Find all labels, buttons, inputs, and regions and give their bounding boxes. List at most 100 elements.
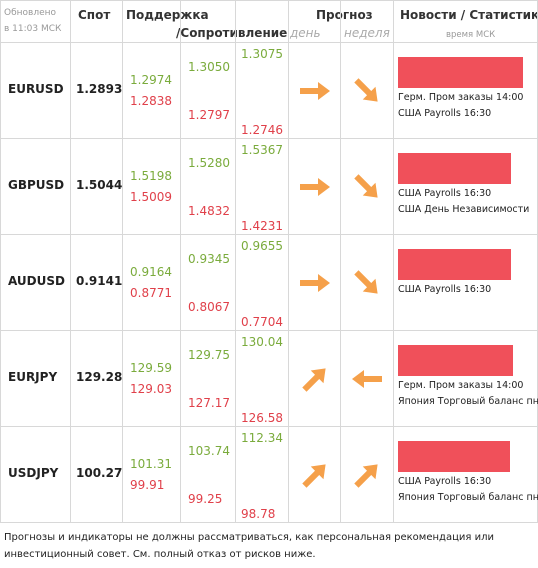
pair: EURUSD (8, 82, 64, 96)
level-down: 99.25 (188, 492, 223, 506)
news-bar (398, 345, 513, 376)
pair: GBPUSD (8, 178, 65, 192)
column-line (0, 0, 1, 522)
news-item: США Payrolls 16:30 (398, 188, 492, 199)
level-up: 0.9345 (188, 252, 230, 266)
resistance-header: /Сопротивление (176, 26, 288, 40)
news-item: США День Независимости (398, 204, 530, 215)
column-line (122, 0, 123, 522)
level-down: 126.58 (241, 411, 283, 425)
column-line (340, 0, 341, 522)
level-up: 0.9164 (130, 265, 172, 279)
level-down: 1.5009 (130, 190, 172, 204)
news-bar (398, 57, 523, 88)
level-up: 129.59 (130, 361, 172, 375)
forecast-arrow (298, 271, 332, 295)
level-up: 103.74 (188, 444, 230, 458)
level-down: 129.03 (130, 382, 172, 396)
forecast-arrow (298, 175, 332, 199)
forecast-arrow (298, 463, 332, 488)
arrow-icon (354, 174, 378, 198)
arrow-icon (352, 370, 382, 388)
level-up: 112.34 (241, 431, 283, 445)
updated: Обновлено (4, 8, 57, 18)
column-line (393, 0, 394, 522)
level-up: 130.04 (241, 335, 283, 349)
level-down: 99.91 (130, 478, 165, 492)
level-down: 0.7704 (241, 315, 283, 329)
level-down: 1.2746 (241, 123, 283, 137)
arrow-icon (354, 78, 378, 102)
news-bar (398, 153, 511, 184)
news-time: время МСК (446, 30, 496, 40)
column-line (180, 0, 181, 522)
spot: 0.9141 (76, 274, 123, 288)
level-up: 1.3075 (241, 47, 283, 61)
column-line (70, 0, 71, 522)
level-down: 127.17 (188, 396, 230, 410)
level-up: 1.5280 (188, 156, 230, 170)
news-item: США Payrolls 16:30 (398, 284, 492, 295)
forecast-arrow (298, 367, 332, 392)
day-header: день (290, 26, 321, 40)
level-up: 1.2974 (130, 73, 172, 87)
updated: в 11:03 МСК (4, 24, 62, 34)
row-line (0, 138, 538, 139)
level-up: 101.31 (130, 457, 172, 471)
week-header: неделя (344, 26, 390, 40)
spot: 100.27 (76, 466, 123, 480)
news-bar (398, 441, 510, 472)
level-down: 1.2797 (188, 108, 230, 122)
news-item: США Payrolls 16:30 (398, 108, 492, 119)
level-up: 1.5198 (130, 169, 172, 183)
news-item: Япония Торговый баланс пн. (398, 492, 538, 503)
level-down: 1.4231 (241, 219, 283, 233)
level-down: 1.4832 (188, 204, 230, 218)
support-header: Поддержка (126, 8, 209, 22)
level-down: 0.8771 (130, 286, 172, 300)
pair: EURJPY (8, 370, 58, 384)
row-line (0, 42, 538, 43)
forecast-arrow (350, 78, 384, 103)
arrow-icon (300, 178, 330, 196)
row-line (0, 234, 538, 235)
spot-header: Спот (78, 8, 111, 22)
news-item: Герм. Пром заказы 14:00 (398, 380, 524, 391)
row-line (0, 0, 538, 1)
news-item: США Payrolls 16:30 (398, 476, 492, 487)
level-down: 98.78 (241, 507, 276, 521)
footer: инвестиционный совет. См. полный отказ о… (4, 549, 316, 560)
arrow-icon (302, 464, 326, 488)
forecast-arrow (350, 463, 384, 488)
spot: 1.5044 (76, 178, 123, 192)
arrow-icon (354, 464, 378, 488)
forecast-arrow (298, 79, 332, 103)
footer: Прогнозы и индикаторы не должны рассматр… (4, 532, 494, 543)
arrow-icon (354, 270, 378, 294)
level-up: 0.9655 (241, 239, 283, 253)
level-up: 1.5367 (241, 143, 283, 157)
level-down: 1.2838 (130, 94, 172, 108)
spot: 129.28 (76, 370, 123, 384)
level-down: 0.8067 (188, 300, 230, 314)
row-line (0, 522, 538, 523)
arrow-icon (302, 368, 326, 392)
forecast-arrow (350, 367, 384, 391)
row-line (0, 330, 538, 331)
forecast-arrow (350, 270, 384, 295)
pair: USDJPY (8, 466, 59, 480)
level-up: 1.3050 (188, 60, 230, 74)
news-item: Япония Торговый баланс пн. (398, 396, 538, 407)
news-item: Герм. Пром заказы 14:00 (398, 92, 524, 103)
spot: 1.2893 (76, 82, 123, 96)
arrow-icon (300, 82, 330, 100)
column-line (235, 0, 236, 522)
pair: AUDUSD (8, 274, 65, 288)
arrow-icon (300, 274, 330, 292)
forecast-arrow (350, 174, 384, 199)
news-header: Новости / Статистика (400, 8, 538, 22)
forecast-header: Прогноз (316, 8, 373, 22)
column-line (288, 0, 289, 522)
news-bar (398, 249, 511, 280)
